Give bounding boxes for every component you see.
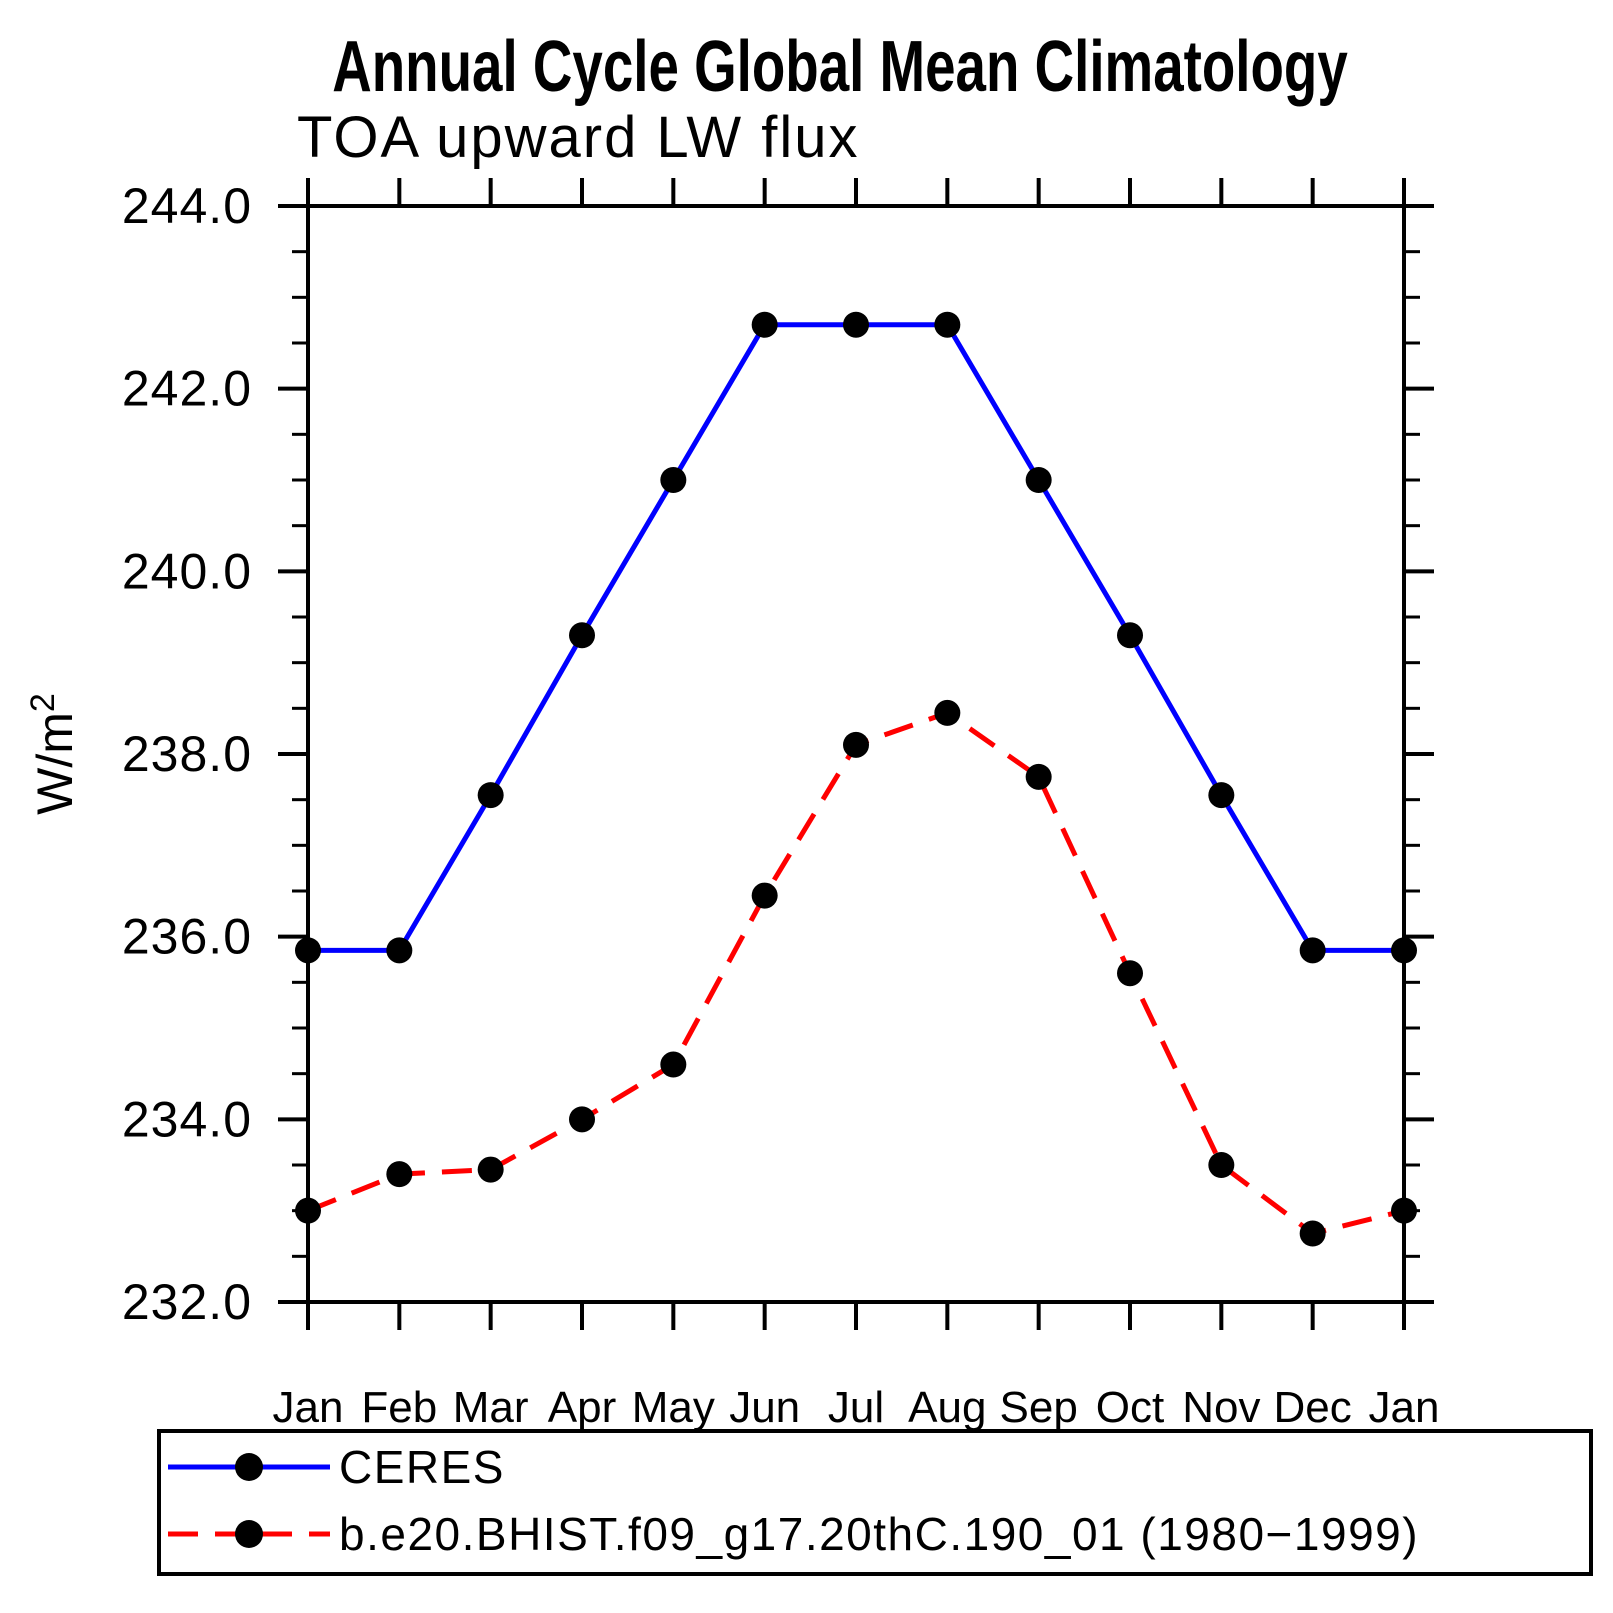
month-label: Aug (908, 1383, 986, 1432)
month-label: Dec (1274, 1383, 1352, 1432)
month-label: Nov (1182, 1383, 1260, 1432)
chart-subtitle: TOA upward LW flux (297, 105, 860, 170)
data-point-marker (1117, 622, 1143, 649)
y-tick-label: 234.0 (122, 1091, 252, 1147)
data-point-marker (477, 782, 504, 809)
data-point-marker (934, 311, 961, 338)
data-point-marker (386, 1161, 413, 1188)
data-point-marker (1208, 1152, 1235, 1178)
y-tick-label: 244.0 (122, 178, 252, 234)
legend-marker-dot (235, 1520, 263, 1548)
data-point-marker (660, 467, 687, 493)
month-label: Jun (729, 1383, 800, 1432)
data-point-marker (934, 699, 961, 726)
month-label: Apr (548, 1383, 616, 1432)
legend-marker-dot (235, 1453, 263, 1481)
data-point-marker (660, 1051, 687, 1078)
legend-label-model: b.e20.BHIST.f09_g17.20thC.190_01 (1980−1… (339, 1508, 1420, 1560)
month-label: Feb (361, 1383, 437, 1432)
y-tick-label: 238.0 (122, 726, 252, 782)
y-axis-title: W/m2 (24, 693, 83, 815)
data-point-marker (1391, 937, 1417, 964)
month-label: Jan (273, 1383, 344, 1432)
legend: CERES b.e20.BHIST.f09_g17.20thC.190_01 (… (157, 1429, 1593, 1576)
data-point-marker (751, 882, 778, 909)
month-label: Jul (828, 1383, 884, 1432)
y-tick-label: 236.0 (122, 909, 252, 965)
data-point-marker (295, 1197, 321, 1224)
data-point-marker (1299, 1220, 1326, 1247)
y-tick-label: 242.0 (122, 361, 252, 417)
data-point-marker (1117, 960, 1143, 987)
chart-title: Annual Cycle Global Mean Climatology (332, 27, 1348, 107)
y-tick-label: 232.0 (122, 1274, 252, 1330)
data-point-marker (1208, 782, 1235, 809)
data-point-marker (1299, 937, 1326, 964)
legend-label-ceres: CERES (339, 1441, 505, 1493)
model-line-sample (168, 1520, 330, 1548)
data-point-marker (843, 311, 869, 338)
month-label: May (632, 1383, 715, 1432)
data-point-marker (1025, 763, 1052, 790)
data-point-marker (843, 731, 869, 758)
data-point-marker (386, 937, 413, 964)
data-point-marker (1025, 467, 1052, 493)
ceres-line (308, 322, 1404, 953)
month-label: Sep (1000, 1383, 1078, 1432)
ceres-line-sample (168, 1453, 330, 1481)
data-point-marker (569, 622, 595, 649)
month-label: Oct (1096, 1383, 1164, 1432)
data-point-marker (1391, 1197, 1417, 1224)
month-label: Jan (1369, 1383, 1440, 1432)
model-line (307, 710, 1405, 1237)
legend-item-ceres: CERES (163, 1441, 505, 1493)
legend-item-model: b.e20.BHIST.f09_g17.20thC.190_01 (1980−1… (163, 1508, 1419, 1560)
data-point-marker (477, 1156, 504, 1183)
y-tick-label: 240.0 (122, 543, 252, 599)
data-point-marker (569, 1106, 595, 1133)
month-label: Mar (453, 1383, 529, 1432)
data-point-marker (295, 937, 321, 964)
data-point-marker (751, 311, 778, 338)
